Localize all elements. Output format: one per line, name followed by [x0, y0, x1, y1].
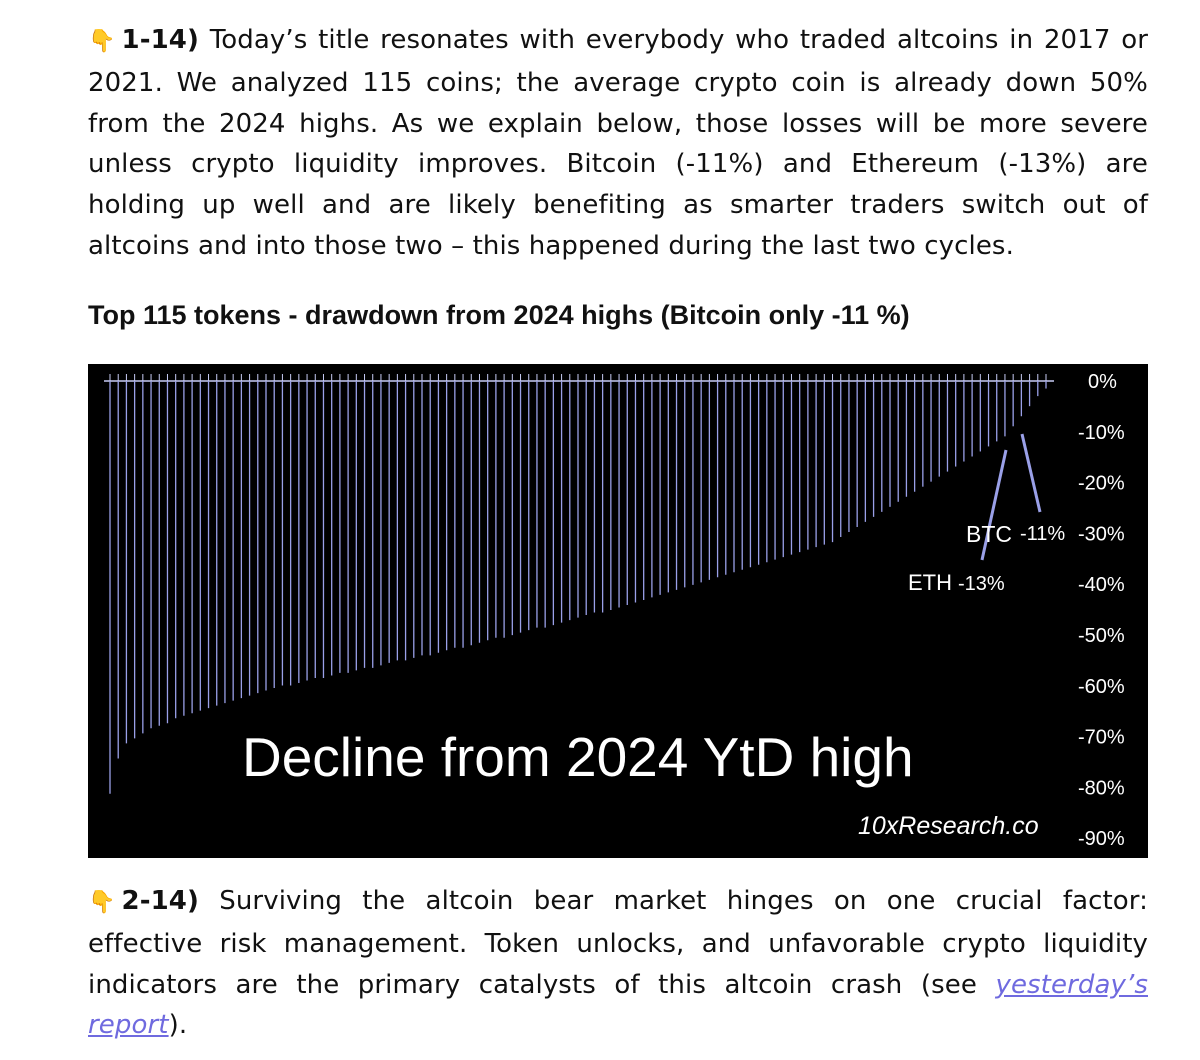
- y-tick-label: -20%: [1078, 473, 1125, 495]
- y-tick-label: -50%: [1078, 625, 1125, 647]
- y-tick-label: -10%: [1078, 422, 1125, 444]
- paragraph-1-14: 👇 1-14) Today’s title resonates with ever…: [88, 20, 1148, 267]
- chart-title: Top 115 tokens - drawdown from 2024 high…: [88, 300, 910, 330]
- eth-annotation-label: ETH: [908, 570, 952, 595]
- paragraph-2-14: 👇 2-14) Surviving the altcoin bear market…: [88, 881, 1148, 1046]
- y-tick-label: -60%: [1078, 676, 1125, 698]
- pointing-down-hand-icon: 👇: [88, 29, 116, 54]
- y-tick-label: -40%: [1078, 574, 1125, 596]
- yesterdays-report-link[interactable]: yesterday’s report: [88, 969, 1148, 1041]
- y-tick-label: -30%: [1078, 523, 1125, 545]
- paragraph-number: 1-14): [121, 25, 199, 55]
- chart-overlay-text: Decline from 2024 YtD high: [242, 726, 914, 788]
- btc-annotation-value: -11%: [1020, 523, 1065, 545]
- y-tick-label: -70%: [1078, 727, 1125, 749]
- y-tick-label: -80%: [1078, 777, 1125, 799]
- paragraph-number: 2-14): [121, 886, 199, 916]
- pointing-down-hand-icon: 👇: [88, 890, 116, 915]
- btc-pointer-line: [1020, 433, 1042, 513]
- drawdown-chart-svg: 0% -10% -20% -30% -40% -50% -60% -70% -80% -90% B…: [104, 371, 1125, 850]
- y-tick-label: 0%: [1088, 371, 1117, 393]
- paragraph-text: Today’s title resonates with everybody w…: [88, 25, 1148, 261]
- y-tick-label: -90%: [1078, 828, 1125, 850]
- eth-annotation-value: -13%: [958, 573, 1005, 595]
- paragraph-text-end: ).: [168, 1010, 188, 1041]
- chart-watermark: 10xResearch.co: [858, 812, 1039, 840]
- btc-annotation-label: BTC: [966, 521, 1012, 547]
- eth-pointer-line: [980, 449, 1008, 561]
- drawdown-chart: 0% -10% -20% -30% -40% -50% -60% -70% -80% -90% B…: [88, 364, 1148, 858]
- paragraph-text: Surviving the altcoin bear market hinges…: [88, 886, 1148, 1000]
